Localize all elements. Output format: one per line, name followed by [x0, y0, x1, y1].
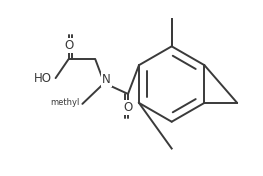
Text: O: O	[123, 101, 133, 114]
Text: N: N	[102, 73, 110, 86]
Text: O: O	[64, 39, 73, 52]
Text: HO: HO	[34, 72, 52, 85]
Text: methyl: methyl	[50, 98, 79, 107]
